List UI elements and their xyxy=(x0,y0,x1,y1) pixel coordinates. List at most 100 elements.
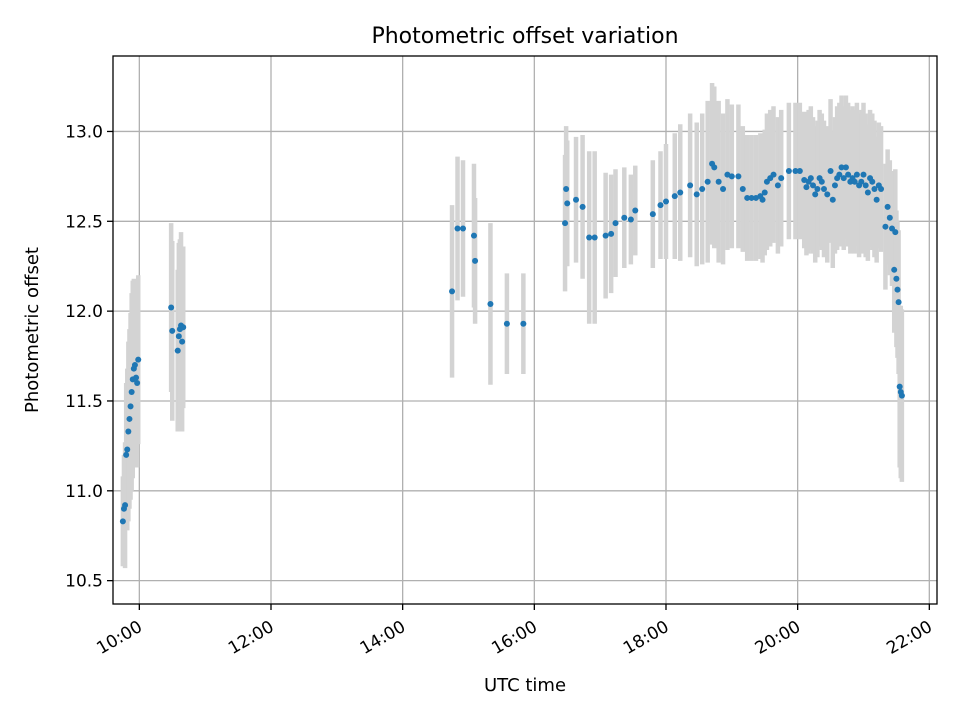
data-point xyxy=(711,164,718,171)
data-point xyxy=(878,185,885,192)
data-point xyxy=(829,196,836,203)
data-point xyxy=(820,185,827,192)
data-point xyxy=(562,220,569,227)
data-point xyxy=(891,266,898,273)
data-point xyxy=(621,214,628,221)
data-point xyxy=(814,185,821,192)
data-point xyxy=(893,275,900,282)
data-point xyxy=(693,191,700,198)
chart-title: Photometric offset variation xyxy=(371,24,678,49)
data-point xyxy=(774,182,781,189)
data-point xyxy=(573,196,580,203)
data-point xyxy=(840,175,847,182)
data-point xyxy=(892,229,899,236)
data-point xyxy=(169,327,176,334)
data-point xyxy=(884,203,891,210)
data-point xyxy=(761,189,768,196)
data-point xyxy=(895,299,902,306)
data-point xyxy=(869,178,876,185)
data-point xyxy=(122,502,129,509)
data-point xyxy=(180,324,187,331)
data-point xyxy=(853,171,860,178)
y-axis-label: Photometric offset xyxy=(22,247,43,413)
data-point xyxy=(898,392,905,399)
data-point xyxy=(792,167,799,174)
data-point xyxy=(174,347,181,354)
data-point xyxy=(649,211,656,218)
data-points xyxy=(119,160,905,525)
y-tick-label: 12.5 xyxy=(65,212,103,232)
data-point xyxy=(886,214,893,221)
data-point xyxy=(449,288,456,295)
data-point xyxy=(454,225,461,232)
y-tick-label: 11.5 xyxy=(65,392,103,412)
plot-frame xyxy=(112,55,938,605)
data-point xyxy=(896,383,903,390)
data-point xyxy=(460,225,467,232)
data-point xyxy=(818,178,825,185)
data-point xyxy=(168,304,175,311)
data-point xyxy=(807,175,814,182)
data-point xyxy=(810,182,817,189)
data-point xyxy=(862,182,869,189)
data-point xyxy=(759,196,766,203)
data-point xyxy=(128,388,135,395)
data-point xyxy=(871,185,878,192)
data-point xyxy=(860,171,867,178)
y-tick-label: 12.0 xyxy=(65,302,103,322)
data-point xyxy=(470,232,477,239)
data-point xyxy=(179,338,186,345)
data-point xyxy=(602,232,609,239)
data-point xyxy=(842,164,849,171)
data-point xyxy=(503,320,510,327)
data-point xyxy=(563,185,570,192)
data-point xyxy=(851,178,858,185)
data-point xyxy=(487,300,494,307)
data-point xyxy=(662,198,669,205)
data-point xyxy=(608,230,615,237)
data-point xyxy=(133,374,140,381)
data-point xyxy=(579,203,586,210)
data-point xyxy=(627,216,634,223)
data-point xyxy=(739,185,746,192)
data-point xyxy=(796,167,803,174)
data-point xyxy=(124,446,131,453)
y-axis-ticks: 10.5 11.0 11.5 12.0 12.5 13.0 xyxy=(65,122,113,592)
data-point xyxy=(520,320,527,327)
data-point xyxy=(836,171,843,178)
data-point xyxy=(873,196,880,203)
data-point xyxy=(785,167,792,174)
data-point xyxy=(882,223,889,230)
y-tick-label: 13.0 xyxy=(65,122,103,142)
data-point xyxy=(125,428,132,435)
data-point xyxy=(135,356,142,363)
data-point xyxy=(715,178,722,185)
data-point xyxy=(127,403,134,410)
data-point xyxy=(778,175,785,182)
data-point xyxy=(677,189,684,196)
data-point xyxy=(564,200,571,207)
data-point xyxy=(827,167,834,174)
data-point xyxy=(858,178,865,185)
data-point xyxy=(612,220,619,227)
data-point xyxy=(728,173,735,180)
data-point xyxy=(586,234,593,241)
data-point xyxy=(699,185,706,192)
y-tick-label: 11.0 xyxy=(65,482,103,502)
data-point xyxy=(735,173,742,180)
data-point xyxy=(864,189,871,196)
data-point xyxy=(838,164,845,171)
data-point xyxy=(126,415,133,422)
data-point xyxy=(123,451,130,458)
data-point xyxy=(687,182,694,189)
data-point xyxy=(812,191,819,198)
data-point xyxy=(831,182,838,189)
data-point xyxy=(803,184,810,191)
data-point xyxy=(720,185,727,192)
data-point xyxy=(119,518,126,525)
data-point xyxy=(748,194,755,201)
data-point xyxy=(657,202,664,209)
x-axis-label: UTC time xyxy=(484,675,566,696)
